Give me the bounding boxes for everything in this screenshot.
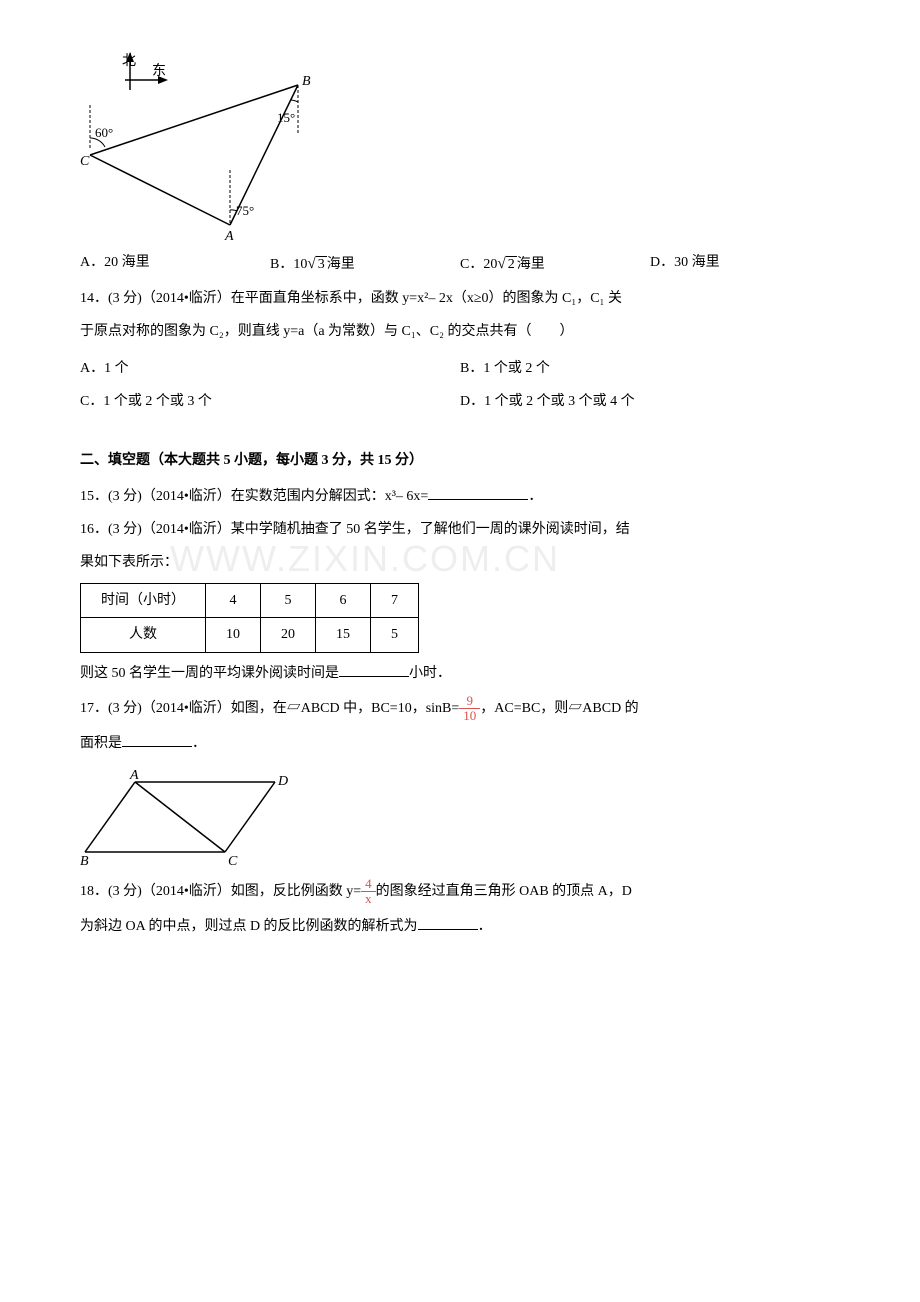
q17-fraction: 910: [459, 694, 480, 724]
table-cell: 7: [371, 584, 419, 618]
figure-q13: 北 东 C B A 60° 75° 15°: [80, 50, 840, 240]
q17-line2-after: ．: [192, 736, 206, 751]
point-c-label: C: [80, 154, 90, 169]
q17-blank: [122, 733, 192, 747]
table-row: 人数 10 20 15 5: [81, 618, 419, 652]
q13-options: A．20 海里 B．103海里 C．202海里 D．30 海里: [80, 250, 840, 278]
point-b-label: B: [302, 74, 311, 89]
section-2-heading: 二、填空题（本大题共 5 小题，每小题 3 分，共 15 分）: [80, 448, 840, 473]
q17-line2: 面积是 ．: [80, 731, 840, 756]
angle-75-label: 75°: [236, 203, 254, 218]
q14-option-d: D．1 个或 2 个或 3 个或 4 个: [460, 389, 840, 414]
q16-line2: 果如下表所示：: [80, 550, 840, 575]
q13-option-b: B．103海里: [270, 250, 460, 278]
angle-15-label: 15°: [277, 110, 295, 125]
table-cell: 6: [316, 584, 371, 618]
q13-option-a: A．20 海里: [80, 250, 270, 278]
q18-before: 18．(3 分)（2014•临沂）如图，反比例函数 y=: [80, 884, 361, 899]
table-cell: 20: [261, 618, 316, 652]
parallelogram-diagram: A B C D: [80, 767, 300, 867]
q18-line2: 为斜边 OA 的中点，则过点 D 的反比例函数的解析式为 ．: [80, 914, 840, 939]
triangle-compass-diagram: 北 东 C B A 60° 75° 15°: [80, 50, 320, 240]
point-a-label: A: [129, 768, 139, 783]
q16-line3-after: 小时．: [409, 666, 451, 681]
table-cell: 15: [316, 618, 371, 652]
q14-text-line1: 14．(3 分)（2014•临沂）在平面直角坐标系中，函数 y=x²– 2x（x…: [80, 286, 840, 311]
q18-line2-before: 为斜边 OA 的中点，则过点 D 的反比例函数的解析式为: [80, 919, 418, 934]
point-b-label: B: [80, 854, 89, 867]
q15-after: ．: [528, 489, 542, 504]
q13-option-c: C．202海里: [460, 250, 650, 278]
q16-line3: 则这 50 名学生一周的平均课外阅读时间是 小时．: [80, 661, 840, 686]
q17-line1: 17．(3 分)（2014•临沂）如图，在▱ABCD 中，BC=10，sinB=…: [80, 694, 840, 724]
q15-text: 15．(3 分)（2014•临沂）在实数范围内分解因式：x³– 6x= ．: [80, 484, 840, 509]
east-label: 东: [152, 63, 166, 79]
q14-option-b: B．1 个或 2 个: [460, 356, 840, 381]
q14-text-line2: 于原点对称的图象为 C₂，则直线 y=a（a 为常数）与 C₁、C₂ 的交点共有…: [80, 319, 840, 344]
q18-fraction: 4x: [361, 877, 376, 907]
table-cell: 5: [371, 618, 419, 652]
north-label: 北: [122, 53, 136, 69]
q15-blank: [428, 486, 528, 500]
q18-after1: 的图象经过直角三角形 OAB 的顶点 A，D: [376, 884, 632, 899]
point-d-label: D: [277, 774, 288, 789]
figure-q17: A B C D: [80, 767, 840, 867]
q17-before: 17．(3 分)（2014•临沂）如图，在▱ABCD 中，BC=10，sinB=: [80, 701, 459, 716]
table-cell: 时间（小时）: [81, 584, 206, 618]
q14-option-c: C．1 个或 2 个或 3 个: [80, 389, 460, 414]
q18-blank: [418, 916, 478, 930]
table-cell: 人数: [81, 618, 206, 652]
q17-after1: ，AC=BC，则▱ABCD 的: [480, 701, 638, 716]
q15-before: 15．(3 分)（2014•临沂）在实数范围内分解因式：x³– 6x=: [80, 489, 428, 504]
page-content: 北 东 C B A 60° 75° 15° A．20 海里 B．103海里 C．…: [80, 50, 840, 939]
q16-line3-before: 则这 50 名学生一周的平均课外阅读时间是: [80, 666, 339, 681]
table-row: 时间（小时） 4 5 6 7: [81, 584, 419, 618]
point-a-label: A: [224, 229, 234, 240]
q13-option-d: D．30 海里: [650, 250, 840, 278]
q17-line2-before: 面积是: [80, 736, 122, 751]
q14-options: A．1 个 B．1 个或 2 个 C．1 个或 2 个或 3 个 D．1 个或 …: [80, 352, 840, 418]
q14-option-a: A．1 个: [80, 356, 460, 381]
q18-line1: 18．(3 分)（2014•临沂）如图，反比例函数 y=4x的图象经过直角三角形…: [80, 877, 840, 907]
angle-60-label: 60°: [95, 125, 113, 140]
point-c-label: C: [228, 854, 238, 867]
q16-table: 时间（小时） 4 5 6 7 人数 10 20 15 5: [80, 583, 419, 652]
q16-blank: [339, 663, 409, 677]
table-cell: 10: [206, 618, 261, 652]
table-cell: 5: [261, 584, 316, 618]
q16-line1: 16．(3 分)（2014•临沂）某中学随机抽查了 50 名学生，了解他们一周的…: [80, 517, 840, 542]
q18-line2-after: ．: [478, 919, 492, 934]
table-cell: 4: [206, 584, 261, 618]
